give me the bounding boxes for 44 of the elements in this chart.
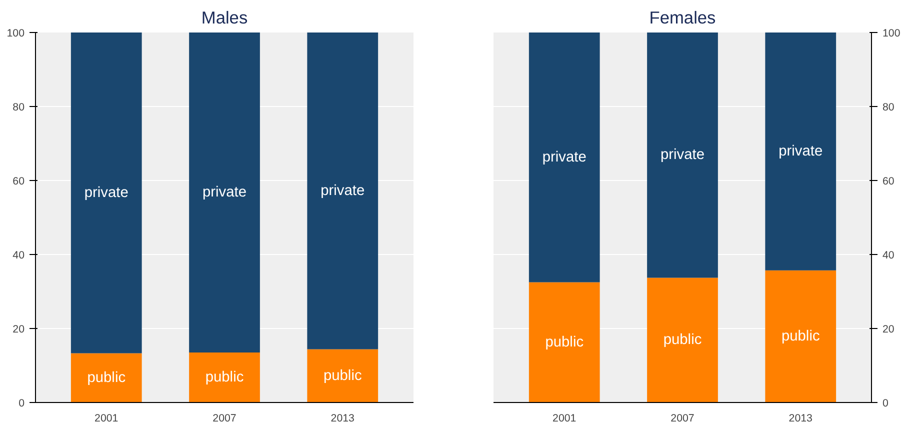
bar xyxy=(647,278,718,402)
x-tick-label: 2001 xyxy=(552,412,576,424)
y-tick-label: 60 xyxy=(882,176,894,188)
text: public xyxy=(323,368,362,384)
series-label: private xyxy=(542,149,586,166)
y-tick-label: 100 xyxy=(6,28,25,40)
x-tick-label: 2007 xyxy=(212,412,236,424)
bar xyxy=(765,270,836,402)
text: public xyxy=(663,332,702,348)
bar xyxy=(189,352,260,402)
y-tick-label: 40 xyxy=(882,250,894,262)
bar xyxy=(528,32,600,282)
bar xyxy=(70,353,142,402)
text: private xyxy=(202,184,247,201)
bar xyxy=(528,282,600,402)
y-tick-label: 80 xyxy=(882,102,894,114)
series-label: private xyxy=(84,184,128,201)
text: public xyxy=(781,328,820,344)
bar xyxy=(647,32,718,278)
y-tick-label: 80 xyxy=(12,102,25,114)
series-label: public xyxy=(87,370,126,386)
series-label: public xyxy=(545,334,584,350)
x-tick-label: 2007 xyxy=(670,412,694,424)
bar xyxy=(307,349,378,402)
y-tick-label: 20 xyxy=(882,324,894,336)
y-tick-label: 40 xyxy=(12,250,25,262)
text: private xyxy=(660,147,705,164)
text: private xyxy=(778,143,823,160)
bar xyxy=(189,32,260,353)
x-tick-label: 2013 xyxy=(788,412,813,424)
y-tick-label: 0 xyxy=(882,398,888,410)
y-tick-label: 20 xyxy=(12,324,25,336)
x-tick-label: 2001 xyxy=(94,412,118,424)
text: public xyxy=(205,370,244,386)
bar xyxy=(307,32,378,350)
x-tick-label: 2013 xyxy=(330,412,355,424)
y-tick-label: 60 xyxy=(12,176,25,188)
text: private xyxy=(320,182,365,199)
y-tick-label: 0 xyxy=(18,398,25,410)
bar xyxy=(70,32,142,354)
y-tick-label: 100 xyxy=(882,28,900,40)
chart-title: Females xyxy=(649,8,716,28)
bar xyxy=(765,32,836,270)
chart-title: Males xyxy=(201,8,248,28)
